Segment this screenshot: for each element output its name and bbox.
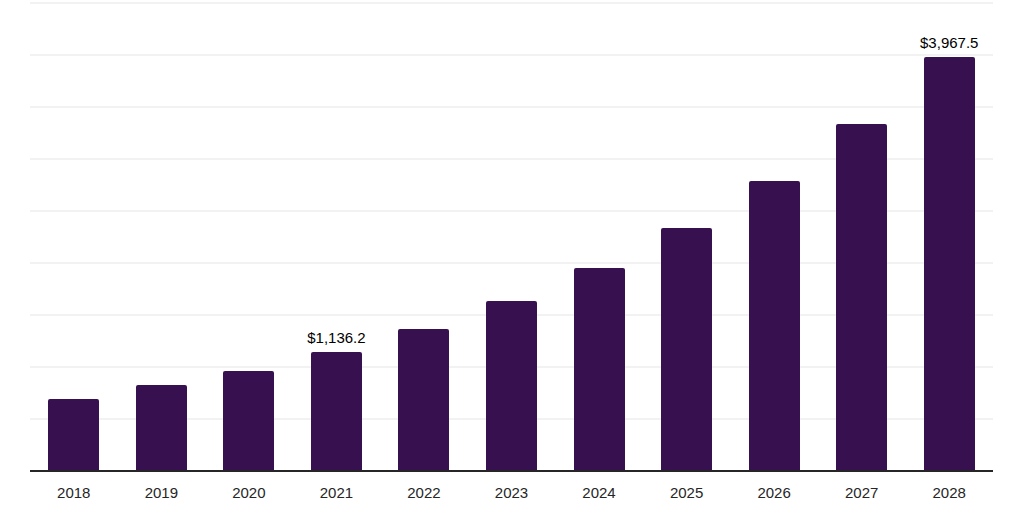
x-axis: 2018 2019 2020 2021 2022 2023 2024 2025 2026 2027… [30,485,993,505]
x-tick-label-2024: 2024 [582,485,615,500]
bar-2023 [486,301,537,470]
bar-value-label-2021: $1,136.2 [307,330,365,345]
bar-2024 [574,268,625,470]
x-tick-label-2028: 2028 [933,485,966,500]
gridline [30,2,993,4]
x-tick-label-2020: 2020 [232,485,265,500]
x-tick-label-2027: 2027 [845,485,878,500]
x-tick-label-2025: 2025 [670,485,703,500]
gridline [30,54,993,56]
x-tick-label-2018: 2018 [57,485,90,500]
bar-2022 [398,329,449,470]
gridline [30,106,993,108]
bar-2026 [749,181,800,470]
x-tick-label-2019: 2019 [145,485,178,500]
bar-2020 [223,371,274,470]
x-tick-label-2021: 2021 [320,485,353,500]
bar-2018 [48,399,99,470]
x-tick-label-2022: 2022 [407,485,440,500]
x-tick-label-2023: 2023 [495,485,528,500]
plot-area: $1,136.2 $3,967.5 [30,2,993,472]
bar-2021 [311,352,362,470]
bar-2019 [136,385,187,470]
bar-value-label-2028: $3,967.5 [920,35,978,50]
bar-2027 [836,124,887,470]
bar-2025 [661,228,712,470]
x-tick-label-2026: 2026 [757,485,790,500]
bar-chart: $1,136.2 $3,967.5 2018 2019 2020 2021 2022 202… [0,0,1024,512]
bar-2028 [924,57,975,470]
